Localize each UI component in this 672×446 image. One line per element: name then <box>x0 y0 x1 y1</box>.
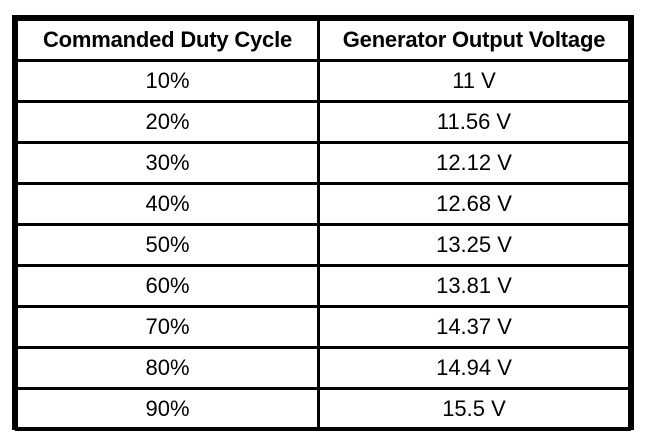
voltage-cell: 11 V <box>317 59 631 103</box>
duty-cycle-cell: 10% <box>15 59 320 103</box>
voltage-cell: 12.68 V <box>317 182 631 226</box>
voltage-cell: 14.37 V <box>317 305 631 349</box>
voltage-cell: 14.94 V <box>317 346 631 390</box>
table-row: 60% 13.81 V <box>15 264 631 308</box>
duty-cycle-cell: 20% <box>15 100 320 144</box>
duty-cycle-cell: 60% <box>15 264 320 308</box>
voltage-cell: 13.25 V <box>317 223 631 267</box>
voltage-cell: 15.5 V <box>317 387 631 431</box>
table-row: 80% 14.94 V <box>15 346 631 390</box>
table-header-row: Commanded Duty Cycle Generator Output Vo… <box>15 18 631 62</box>
table-row: 70% 14.37 V <box>15 305 631 349</box>
duty-cycle-cell: 70% <box>15 305 320 349</box>
voltage-cell: 11.56 V <box>317 100 631 144</box>
header-output-voltage: Generator Output Voltage <box>317 18 631 62</box>
voltage-cell: 12.12 V <box>317 141 631 185</box>
table-row: 40% 12.68 V <box>15 182 631 226</box>
header-duty-cycle: Commanded Duty Cycle <box>15 18 320 62</box>
table-row: 50% 13.25 V <box>15 223 631 267</box>
table-row: 90% 15.5 V <box>15 387 631 431</box>
duty-cycle-cell: 80% <box>15 346 320 390</box>
table-row: 30% 12.12 V <box>15 141 631 185</box>
duty-cycle-cell: 50% <box>15 223 320 267</box>
data-table: Commanded Duty Cycle Generator Output Vo… <box>15 18 631 431</box>
duty-cycle-voltage-table: Commanded Duty Cycle Generator Output Vo… <box>12 15 634 431</box>
duty-cycle-cell: 30% <box>15 141 320 185</box>
table-row: 10% 11 V <box>15 59 631 103</box>
duty-cycle-cell: 40% <box>15 182 320 226</box>
voltage-cell: 13.81 V <box>317 264 631 308</box>
duty-cycle-cell: 90% <box>15 387 320 431</box>
table-row: 20% 11.56 V <box>15 100 631 144</box>
